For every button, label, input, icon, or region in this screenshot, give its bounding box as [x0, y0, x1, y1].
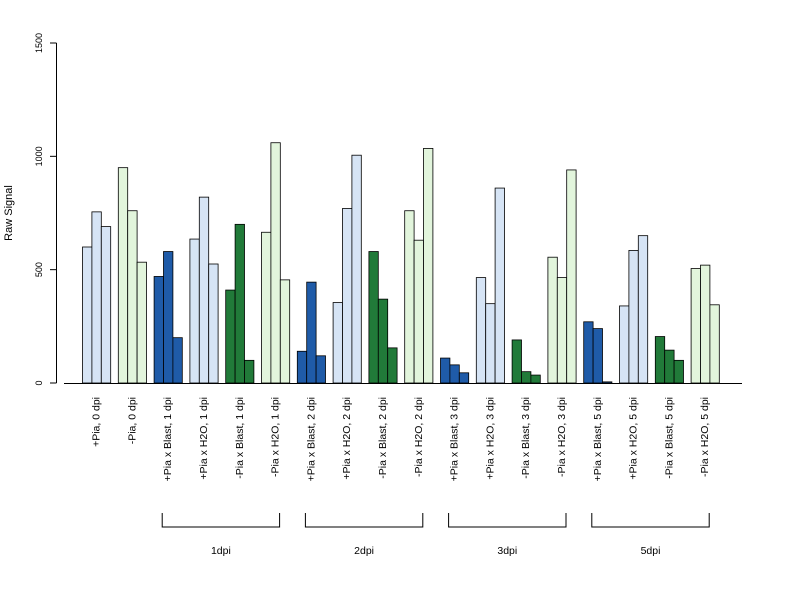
bracket-label: 1dpi: [211, 545, 231, 557]
x-tick-label: +Pia x Blast, 2 dpi: [305, 397, 317, 481]
x-tick-labels: +Pia, 0 dpi -Pia, 0 dpi +Pia x Blast, 1 dp…: [91, 397, 712, 481]
x-tick-label: -Pia x H2O, 1 dpi: [270, 397, 282, 477]
bar: [404, 210, 415, 384]
bracket-label: 2dpi: [354, 545, 374, 557]
bar: [440, 357, 451, 384]
bar: [700, 264, 711, 384]
bar: [163, 251, 174, 384]
bar: [153, 276, 164, 384]
bar: [449, 364, 460, 384]
bar: [423, 147, 434, 384]
bar: [583, 321, 594, 384]
bar: [332, 302, 343, 384]
x-tick-label: -Pia x H2O, 3 dpi: [556, 397, 568, 477]
y-tick-label: 0: [34, 380, 44, 385]
bar: [664, 349, 675, 384]
bar: [602, 381, 613, 384]
bar: [673, 359, 684, 384]
bar: [342, 208, 353, 384]
bar: [198, 196, 210, 384]
bar: [306, 281, 317, 384]
bar: [234, 223, 245, 384]
x-tick-label: -Pia x Blast, 2 dpi: [377, 397, 389, 479]
bar: [654, 336, 666, 384]
y-tick-label: 500: [34, 262, 44, 277]
bar: [82, 246, 93, 384]
bar: [547, 256, 558, 384]
x-tick-label: -Pia x Blast, 5 dpi: [663, 397, 675, 479]
bar: [368, 251, 379, 384]
x-tick-label: -Pia x H2O, 5 dpi: [699, 397, 711, 477]
bar: [189, 238, 200, 384]
bar: [637, 235, 649, 384]
x-tick-label: +Pia, 0 dpi: [91, 397, 103, 447]
bar: [208, 263, 219, 384]
bar: [91, 211, 102, 384]
bar: [172, 337, 183, 384]
x-tick-label: +Pia x Blast, 5 dpi: [592, 397, 604, 481]
bar: [566, 169, 577, 384]
bar: [628, 249, 639, 384]
bar: [511, 339, 522, 384]
bracket-line: [161, 513, 281, 528]
bracket-label: 5dpi: [641, 545, 661, 557]
y-tick-label: 1000: [34, 146, 44, 166]
bar: [485, 303, 496, 384]
bar: [244, 359, 255, 384]
bar: [556, 277, 568, 384]
y-axis-label: Raw Signal: [3, 185, 15, 241]
bar: [521, 371, 532, 384]
x-tick-label: -Pia x Blast, 3 dpi: [520, 397, 532, 479]
y-axis: 0 500 1000 1500: [34, 33, 57, 386]
bracket-label: 3dpi: [497, 545, 517, 557]
x-tick-label: +Pia x H2O, 1 dpi: [198, 397, 210, 480]
bar: [279, 279, 291, 384]
bar: [413, 239, 424, 384]
bar: [690, 268, 701, 384]
bar: [387, 347, 398, 384]
bar: [117, 167, 129, 384]
bar: [530, 374, 541, 384]
x-tick-label: +Pia x H2O, 3 dpi: [484, 397, 496, 480]
bar: [377, 298, 389, 384]
bar: [494, 187, 505, 384]
bar: [270, 142, 281, 384]
bar: [127, 210, 138, 384]
x-tick-label: +Pia x Blast, 3 dpi: [449, 397, 461, 481]
x-tick-label: +Pia x Blast, 1 dpi: [162, 397, 174, 481]
y-tick-label: 1500: [34, 33, 44, 53]
x-tick-label: -Pia x H2O, 2 dpi: [413, 397, 425, 477]
bar: [136, 261, 147, 384]
x-tick-label: +Pia x H2O, 2 dpi: [341, 397, 353, 480]
bar: [296, 350, 308, 384]
bracket-line: [448, 513, 567, 528]
x-tick-label: -Pia, 0 dpi: [126, 397, 138, 444]
bar: [592, 328, 603, 384]
bar: [100, 226, 112, 384]
bar: [261, 231, 272, 384]
bracket-line: [591, 513, 710, 528]
time-brackets: 1dpi 2dpi 3dpi 5dpi: [161, 513, 710, 557]
bar: [475, 277, 487, 384]
bar: [619, 305, 630, 384]
bars: [82, 142, 720, 384]
bar: [225, 289, 236, 384]
bar: [351, 154, 362, 384]
bar: [458, 372, 470, 384]
bracket-line: [304, 513, 424, 528]
bar: [315, 355, 326, 384]
x-tick-label: +Pia x H2O, 5 dpi: [628, 397, 640, 480]
bar: [709, 304, 720, 384]
x-tick-label: -Pia x Blast, 1 dpi: [234, 397, 246, 479]
